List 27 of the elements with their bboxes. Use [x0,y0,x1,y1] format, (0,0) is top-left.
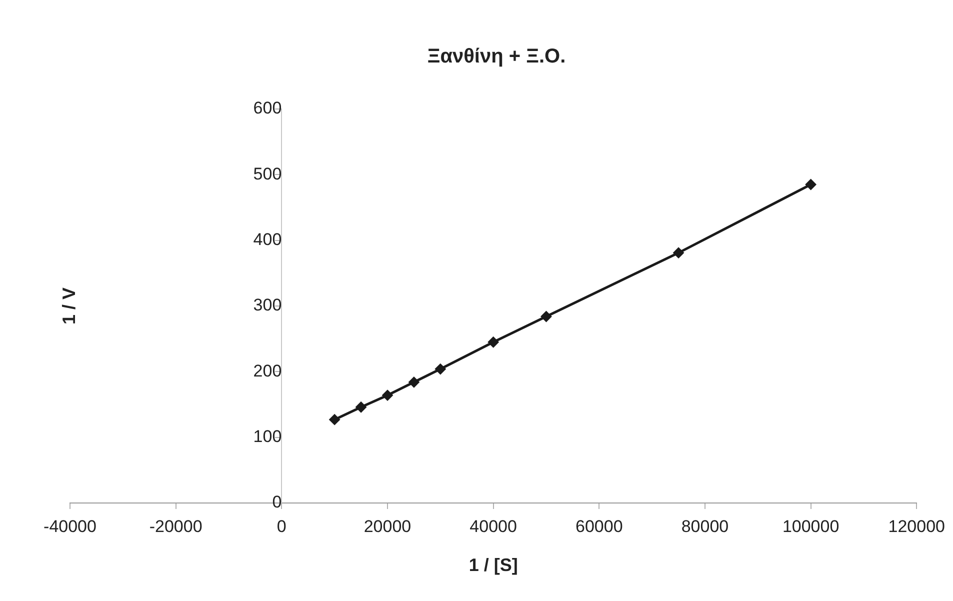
y-tick-label: 300 [253,296,282,315]
point [673,247,684,258]
y-tick-label: 0 [272,492,282,512]
x-axis-title: 1 / [S] [468,555,518,576]
y-axis-title: 1 / V [58,287,79,325]
x-tick-label: 100000 [782,516,840,536]
x-tick-label: -20000 [149,516,202,536]
x-tick-label: -40000 [44,516,96,536]
y-tick-label: 500 [253,164,282,184]
y-tick-label: 200 [253,361,282,380]
y-tick-label: 600 [253,98,282,118]
x-tick-label: 20000 [364,516,412,536]
point [329,414,340,426]
x-tick-label: 60000 [576,516,623,536]
point [382,390,393,401]
point [805,179,816,190]
point [540,311,552,322]
x-tick-label: 80000 [681,516,729,536]
point [434,364,446,375]
chart-title: Ξανθίνη + Ξ.Ο. [427,46,566,68]
y-tick-label: 400 [253,230,282,250]
y-tick-label: 100 [253,427,282,446]
point [356,402,367,413]
point [408,376,420,388]
x-tick-label: 40000 [470,516,517,536]
x-tick-label: 120000 [888,516,946,536]
point [488,336,499,348]
